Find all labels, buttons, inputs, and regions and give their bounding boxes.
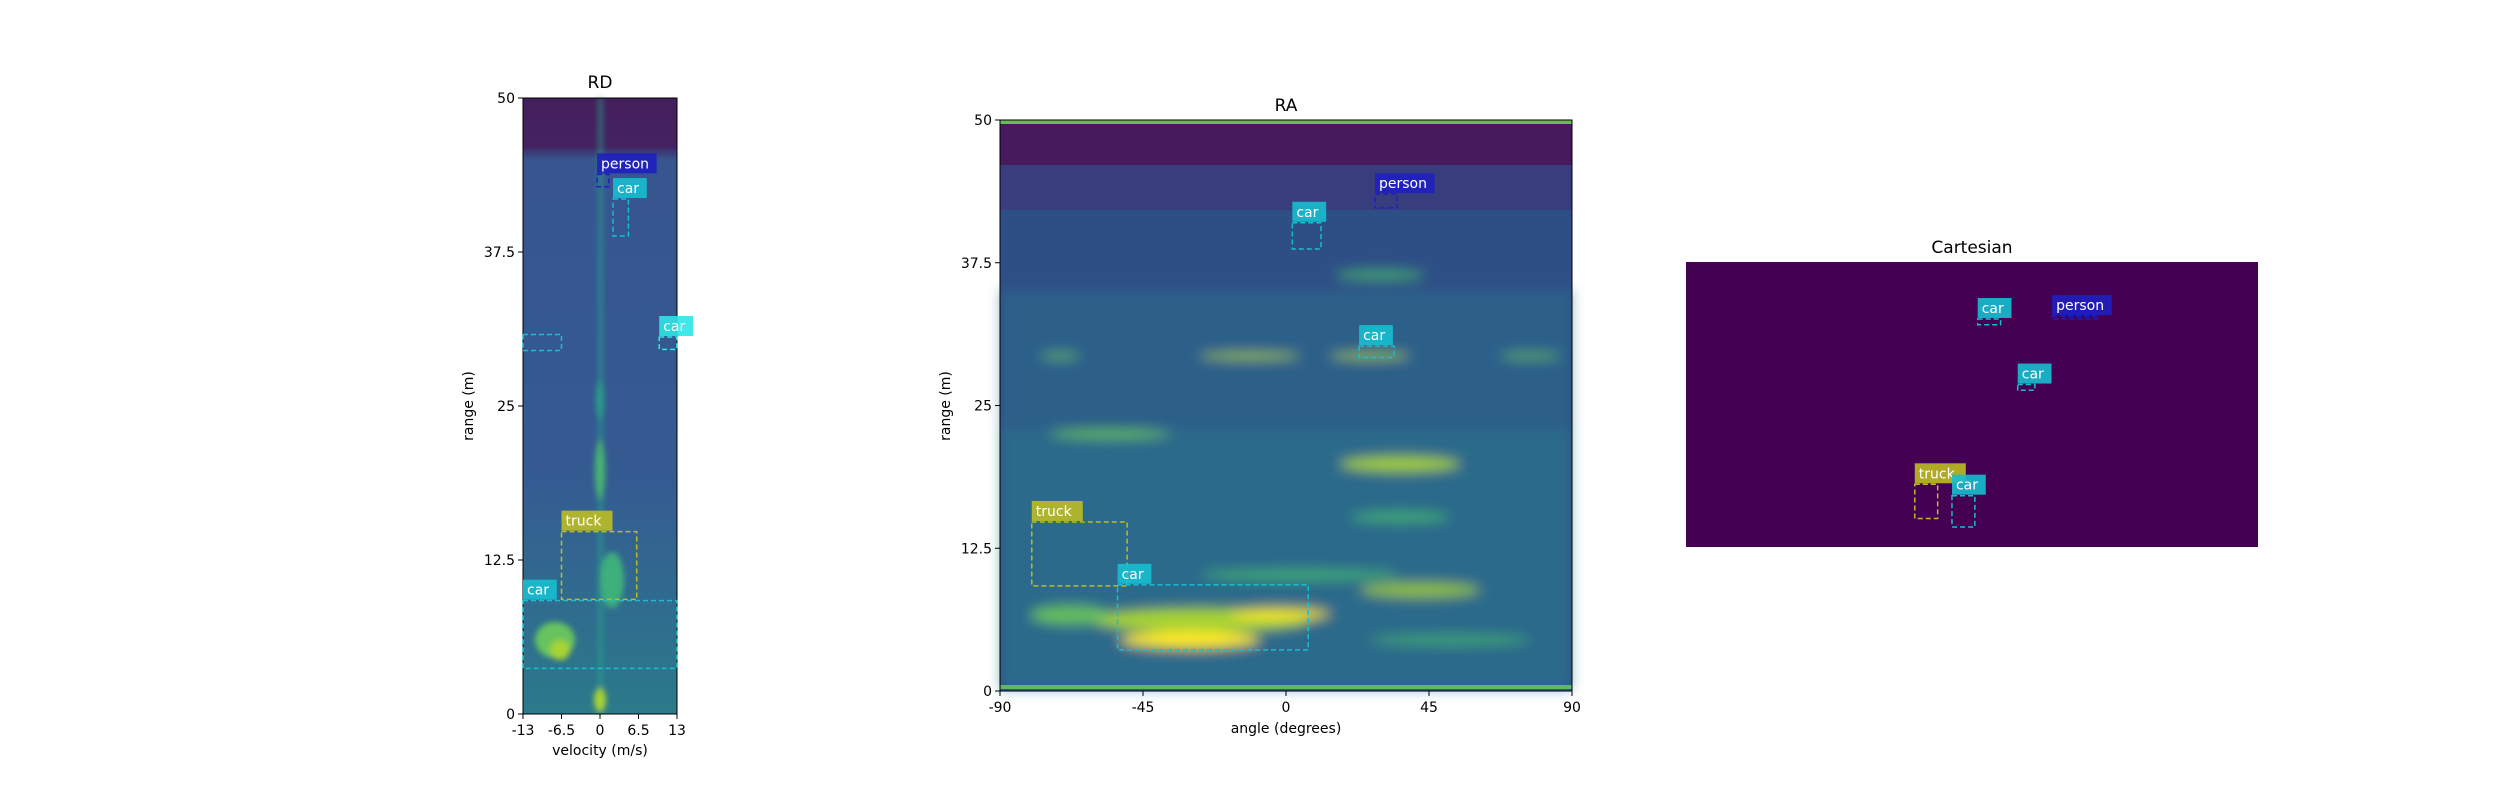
ra-x-ticks: -90 -45 0 45 90: [989, 691, 1581, 716]
x-tick-label: 90: [1563, 700, 1581, 716]
rd-heatmap: [523, 98, 677, 714]
detection-label: car: [1982, 301, 2004, 317]
detection-label: person: [601, 156, 649, 172]
detection-label: truck: [1036, 504, 1073, 520]
rd-y-ticks: 0 12.5 25 37.5 50: [484, 91, 523, 723]
ra-y-ticks: 0 12.5 25 37.5 50: [961, 113, 1000, 700]
x-tick-label: 13: [668, 723, 686, 739]
detection-box: [1976, 318, 2002, 326]
x-tick-label: -6.5: [548, 723, 575, 739]
x-tick-label: 6.5: [627, 723, 649, 739]
rd-y-axis-label: range (m): [461, 371, 477, 441]
x-tick-label: -45: [1132, 700, 1155, 716]
detection-label-bg: [613, 178, 647, 199]
y-tick-label: 50: [974, 113, 992, 129]
detection-label-bg: [659, 316, 694, 337]
detection-label: car: [1956, 478, 1978, 494]
detection-label: car: [1363, 328, 1385, 344]
rd-panel: RD person car car truck car -13 -6.5 0 6.5 13 0 1…: [461, 73, 694, 759]
detection-box: [1291, 222, 1322, 250]
rd-x-ticks: -13 -6.5 0 6.5 13: [512, 714, 686, 739]
ra-boxes: person car car truck car: [1031, 173, 1435, 651]
y-tick-label: 25: [974, 399, 992, 415]
detection-label-bg: [2052, 295, 2112, 316]
detection-label-bg: [1359, 325, 1393, 346]
detection-label: truck: [566, 514, 603, 530]
ra-title: RA: [1275, 96, 1298, 116]
detection-label-bg: [1292, 201, 1327, 222]
rd-boxes: person car car truck car: [522, 153, 694, 670]
x-tick-label: 45: [1420, 700, 1438, 716]
detection-label-bg: [597, 153, 657, 174]
detection-box: [522, 599, 678, 670]
detection-box: [1914, 483, 1939, 520]
detection-label: car: [617, 181, 639, 197]
ra-y-axis-label: range (m): [938, 371, 954, 441]
ra-x-axis-label: angle (degrees): [1231, 721, 1342, 737]
detection-label-bg: [1374, 173, 1435, 194]
detection-box: [2017, 383, 2036, 391]
detection-label: truck: [1919, 466, 1956, 482]
x-tick-label: -13: [512, 723, 535, 739]
x-tick-label: 0: [596, 723, 605, 739]
detection-box: [522, 333, 563, 352]
ra-heatmap: [1000, 120, 1572, 691]
detection-box: [596, 173, 610, 188]
detection-label: car: [663, 319, 685, 335]
detection-box: [1951, 494, 1976, 528]
y-tick-label: 37.5: [484, 245, 515, 261]
detection-label-bg: [1117, 563, 1152, 584]
detection-box: [1358, 345, 1395, 359]
detection-label: person: [1379, 176, 1427, 192]
detection-label: car: [1122, 567, 1144, 583]
x-tick-label: -90: [989, 700, 1012, 716]
detection-label: car: [2022, 367, 2044, 383]
detection-box: [1374, 193, 1398, 209]
detection-label: car: [1296, 205, 1318, 221]
y-tick-label: 0: [983, 684, 992, 700]
detection-box: [658, 336, 678, 351]
ra-panel: RA: [938, 96, 1581, 737]
detection-label: car: [527, 583, 549, 599]
y-tick-label: 37.5: [961, 256, 992, 272]
cartesian-title: Cartesian: [1931, 238, 2012, 258]
rd-title: RD: [588, 73, 613, 93]
detection-label-bg: [523, 579, 557, 600]
rd-x-axis-label: velocity (m/s): [552, 743, 648, 759]
detection-label-bg: [561, 510, 613, 531]
cartesian-background: [1686, 262, 2258, 547]
y-tick-label: 0: [506, 707, 515, 723]
y-tick-label: 50: [497, 91, 515, 107]
y-tick-label: 25: [497, 399, 515, 415]
detection-label-bg: [1031, 500, 1083, 521]
detection-box: [612, 198, 630, 237]
y-tick-label: 12.5: [961, 541, 992, 557]
detection-label-bg: [1977, 298, 2012, 318]
detection-box: [560, 530, 638, 601]
y-tick-label: 12.5: [484, 553, 515, 569]
x-tick-label: 0: [1282, 700, 1291, 716]
detection-label-bg: [2017, 363, 2052, 384]
detection-label: person: [2056, 298, 2104, 314]
detection-label-bg: [1951, 474, 1986, 495]
